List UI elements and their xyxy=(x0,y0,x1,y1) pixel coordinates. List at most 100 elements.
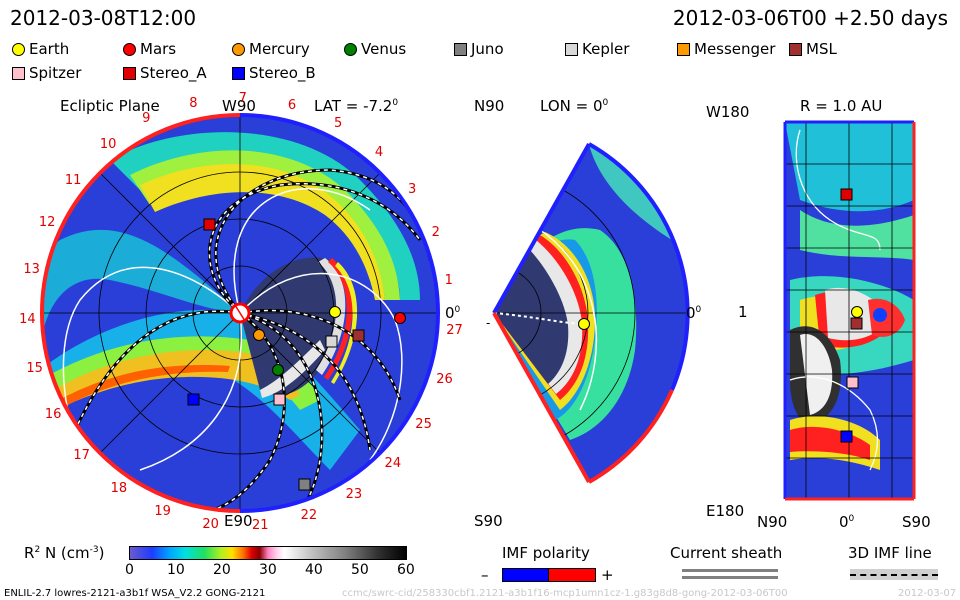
current-sheath-line-1 xyxy=(682,569,778,572)
hour-label-8: 8 xyxy=(189,95,198,111)
imf-polarity-plus: + xyxy=(601,566,614,584)
hour-label-19: 19 xyxy=(154,504,171,520)
hour-label-17: 17 xyxy=(73,447,90,463)
meridional-lon-label: LON = 00 xyxy=(540,97,609,115)
legend-item-msl: MSL xyxy=(789,40,837,58)
hour-label-5: 5 xyxy=(334,116,343,132)
hour-label-6: 6 xyxy=(287,98,297,114)
radial-white-contours xyxy=(789,129,881,471)
circle-marker-icon xyxy=(123,42,136,56)
legend-item-stereo-a: Stereo_A xyxy=(123,64,207,82)
radial-red-blob xyxy=(868,298,905,337)
radial-e180-label: E180 xyxy=(706,502,745,520)
hour-label-14: 14 xyxy=(19,311,36,327)
hour-label-15: 15 xyxy=(26,360,43,376)
colorbar-tick-60: 60 xyxy=(397,562,415,578)
radial-zero-label: 00 xyxy=(839,513,855,531)
legend-item-stereo-b: Stereo_B xyxy=(232,64,316,82)
square-marker-icon xyxy=(454,42,467,56)
radial-title: R = 1.0 AU xyxy=(800,97,883,115)
mercury-marker xyxy=(253,329,265,341)
imf-polarity-minus: – xyxy=(481,566,489,584)
legend-item-messenger: Messenger xyxy=(677,40,775,58)
ecliptic-rim-right xyxy=(239,113,440,513)
legend-label: Messenger xyxy=(694,40,776,58)
meridional-rim-red xyxy=(588,389,674,484)
venus-marker xyxy=(272,364,284,376)
colorbar xyxy=(129,546,407,560)
ecliptic-markers xyxy=(187,218,406,491)
hour-label-13: 13 xyxy=(23,262,40,278)
legend-label: Stereo_A xyxy=(140,64,207,82)
imf-line-title: 3D IMF line xyxy=(848,544,932,562)
colorbar-tick-30: 30 xyxy=(259,562,277,578)
legend-item-venus: Venus xyxy=(344,40,406,58)
ecliptic-stream-yellow xyxy=(45,349,300,415)
circle-marker-icon xyxy=(344,42,357,56)
hour-label-27: 27 xyxy=(446,323,463,339)
hour-label-9: 9 xyxy=(142,111,151,127)
legend-label: Spitzer xyxy=(29,64,82,82)
legend-item-mercury: Mercury xyxy=(232,40,310,58)
ecliptic-cme-lower xyxy=(260,340,325,398)
sun-slash xyxy=(234,304,246,322)
stereo-a-marker xyxy=(203,218,216,231)
radial-stereo-a-marker xyxy=(840,188,853,201)
legend-label: Juno xyxy=(471,40,504,58)
hour-label-20: 20 xyxy=(202,516,219,532)
imf-polarity-title: IMF polarity xyxy=(502,544,590,562)
circle-marker-icon xyxy=(12,42,25,56)
colorbar-tick-20: 20 xyxy=(213,562,231,578)
mars-marker xyxy=(394,312,406,324)
hour-label-22: 22 xyxy=(300,508,318,524)
current-sheath-line-2 xyxy=(682,576,778,579)
square-marker-icon xyxy=(789,42,802,56)
ecliptic-w90-label: W90 xyxy=(222,97,256,115)
meridional-rim-blue xyxy=(588,142,690,391)
legend-item-kepler: Kepler xyxy=(565,40,629,58)
radial-spitzer-marker xyxy=(846,376,859,389)
hour-label-2: 2 xyxy=(431,225,440,241)
hour-label-23: 23 xyxy=(345,486,363,502)
hour-label-25: 25 xyxy=(415,417,432,433)
legend-item-spitzer: Spitzer xyxy=(12,64,81,82)
meridional-field-line xyxy=(494,312,585,325)
meridional-edge-bottom xyxy=(492,312,591,483)
ecliptic-cme-edge xyxy=(316,258,346,375)
simulation-time: 2012-03-08T12:00 xyxy=(10,6,197,30)
legend-label: MSL xyxy=(806,40,837,58)
footer-date: 2012-03-07 xyxy=(898,588,957,599)
radial-stream-top xyxy=(785,122,914,212)
hour-label-21: 21 xyxy=(252,518,269,534)
hour-label-12: 12 xyxy=(38,214,56,230)
radial-earth-marker xyxy=(851,306,863,318)
imf-polarity-positive-swatch xyxy=(548,568,596,582)
spitzer-marker xyxy=(273,393,286,406)
legend-item-mars: Mars xyxy=(123,40,176,58)
radial-w180-label: W180 xyxy=(706,103,750,121)
colorbar-tick-10: 10 xyxy=(167,562,185,578)
radial-light-region xyxy=(800,334,833,415)
hour-label-18: 18 xyxy=(110,480,128,496)
ecliptic-title: Ecliptic Plane xyxy=(60,97,160,115)
ecliptic-e90-label: E90 xyxy=(224,512,253,530)
hour-label-7: 7 xyxy=(238,91,247,107)
hour-label-16: 16 xyxy=(44,406,62,422)
footer-run-id: ccmc/swrc-cid/258330cbf1.2121-a3b1f16-mc… xyxy=(342,588,788,599)
imf-line-dash xyxy=(850,574,938,576)
meridional-s90-label: S90 xyxy=(474,512,503,530)
legend-label: Venus xyxy=(361,40,407,58)
radial-s90-label: S90 xyxy=(902,513,931,531)
square-marker-icon xyxy=(12,66,25,80)
meridional-zero-label: 00 xyxy=(686,304,702,322)
square-marker-icon xyxy=(565,42,578,56)
msl-marker xyxy=(352,329,365,342)
run-start-time: 2012-03-06T00 +2.50 days xyxy=(672,6,948,30)
ecliptic-zero-label: 00 xyxy=(445,304,461,322)
current-sheath-title: Current sheath xyxy=(670,544,783,562)
meridional-earth-marker xyxy=(578,318,590,330)
hour-label-4: 4 xyxy=(374,144,384,160)
juno-marker xyxy=(298,478,311,491)
